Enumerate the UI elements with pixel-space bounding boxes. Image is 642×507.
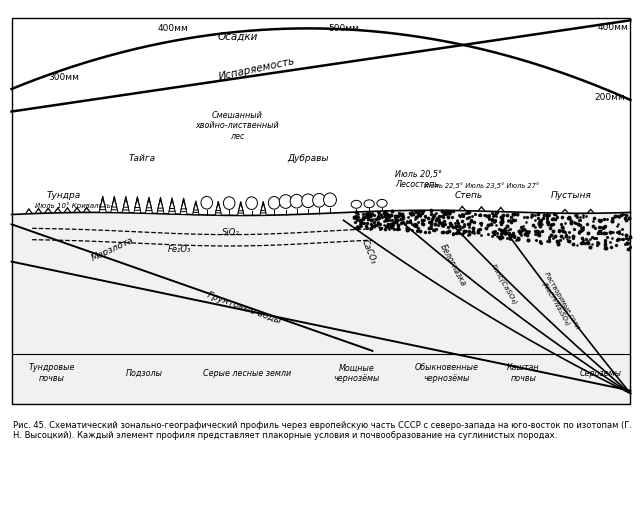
- Text: 400мм: 400мм: [598, 23, 629, 31]
- Polygon shape: [193, 202, 198, 212]
- Polygon shape: [261, 203, 266, 210]
- Ellipse shape: [324, 193, 336, 207]
- Text: Дубравы: Дубравы: [288, 154, 329, 163]
- Text: Мерзлота: Мерзлота: [90, 236, 135, 263]
- Polygon shape: [122, 196, 129, 213]
- Polygon shape: [135, 199, 140, 207]
- Text: Степь: Степь: [455, 192, 483, 200]
- Text: Серые лесные земли: Серые лесные земли: [203, 369, 291, 378]
- Text: Июль 20,5°
Лесостепь: Июль 20,5° Лесостепь: [395, 170, 442, 190]
- Polygon shape: [123, 198, 129, 210]
- Ellipse shape: [223, 197, 235, 209]
- Text: Fe₂O₃: Fe₂O₃: [168, 245, 191, 254]
- Text: 200мм: 200мм: [594, 93, 625, 102]
- Polygon shape: [194, 203, 198, 210]
- Text: CaCO₃: CaCO₃: [360, 238, 378, 265]
- Polygon shape: [261, 202, 266, 213]
- Ellipse shape: [246, 197, 257, 209]
- Polygon shape: [216, 202, 221, 213]
- Text: SiO₂: SiO₂: [222, 228, 240, 237]
- Text: Пустыня: Пустыня: [551, 192, 592, 200]
- Text: Обыкновенные
чернозёмы: Обыкновенные чернозёмы: [414, 364, 478, 383]
- Polygon shape: [100, 199, 105, 207]
- Polygon shape: [239, 204, 243, 211]
- Text: Рис. 45. Схематический зонально-географический профиль через европейскую часть С: Рис. 45. Схематический зонально-географи…: [13, 421, 632, 440]
- Ellipse shape: [302, 194, 315, 207]
- Polygon shape: [146, 200, 152, 208]
- Polygon shape: [123, 199, 128, 207]
- Text: Сероземы: Сероземы: [579, 369, 621, 378]
- Text: Грунтовые воды: Грунтовые воды: [206, 291, 282, 326]
- Polygon shape: [169, 199, 175, 211]
- Ellipse shape: [279, 195, 292, 208]
- Polygon shape: [134, 196, 141, 213]
- Polygon shape: [180, 198, 187, 214]
- Polygon shape: [180, 199, 187, 211]
- Polygon shape: [145, 197, 153, 213]
- Text: Белоглазка: Белоглазка: [438, 243, 467, 288]
- Ellipse shape: [364, 200, 374, 208]
- Text: Июль 10° Кривалесь: Июль 10° Кривалесь: [35, 202, 111, 209]
- Text: Тундровые
почвы: Тундровые почвы: [28, 364, 74, 383]
- Polygon shape: [111, 197, 117, 210]
- Text: Испаряемость: Испаряемость: [218, 56, 296, 82]
- Ellipse shape: [201, 196, 213, 209]
- Polygon shape: [157, 199, 164, 211]
- Text: Тайга: Тайга: [129, 154, 156, 163]
- Text: 300мм: 300мм: [48, 73, 79, 82]
- Polygon shape: [168, 198, 176, 214]
- Ellipse shape: [313, 194, 325, 207]
- Polygon shape: [260, 201, 266, 215]
- Polygon shape: [111, 196, 118, 212]
- Text: Осадки: Осадки: [218, 31, 257, 42]
- Text: Растворимые соли
(NaCl+Na₂SO₄): Растворимые соли (NaCl+Na₂SO₄): [537, 271, 580, 334]
- Polygon shape: [158, 200, 163, 208]
- Text: Мощные
чернозёмы: Мощные чернозёмы: [333, 364, 379, 383]
- Ellipse shape: [290, 194, 303, 208]
- Text: Июль 22,5° Июль 23,5° Июль 27°: Июль 22,5° Июль 23,5° Июль 27°: [424, 182, 539, 189]
- Polygon shape: [134, 198, 141, 210]
- Polygon shape: [215, 201, 221, 215]
- Polygon shape: [157, 197, 164, 213]
- Ellipse shape: [351, 200, 361, 208]
- Ellipse shape: [268, 197, 280, 209]
- Polygon shape: [146, 198, 152, 210]
- Polygon shape: [216, 203, 221, 210]
- Text: Смешанный
хвойно-лиственный
лес: Смешанный хвойно-лиственный лес: [196, 111, 279, 140]
- Polygon shape: [112, 199, 117, 207]
- Polygon shape: [193, 201, 199, 215]
- Text: 500мм: 500мм: [328, 24, 359, 33]
- Polygon shape: [238, 202, 243, 213]
- Text: Гипс(CaSO₄): Гипс(CaSO₄): [490, 262, 518, 306]
- Polygon shape: [181, 201, 186, 209]
- Polygon shape: [100, 197, 106, 210]
- Polygon shape: [238, 201, 244, 215]
- Polygon shape: [99, 196, 107, 212]
- Ellipse shape: [377, 199, 387, 207]
- Text: 400мм: 400мм: [158, 24, 189, 33]
- Text: Тундра: Тундра: [46, 192, 80, 200]
- Text: Подзолы: Подзолы: [126, 369, 163, 378]
- Text: Каштан
почвы: Каштан почвы: [507, 364, 539, 383]
- Polygon shape: [169, 200, 175, 208]
